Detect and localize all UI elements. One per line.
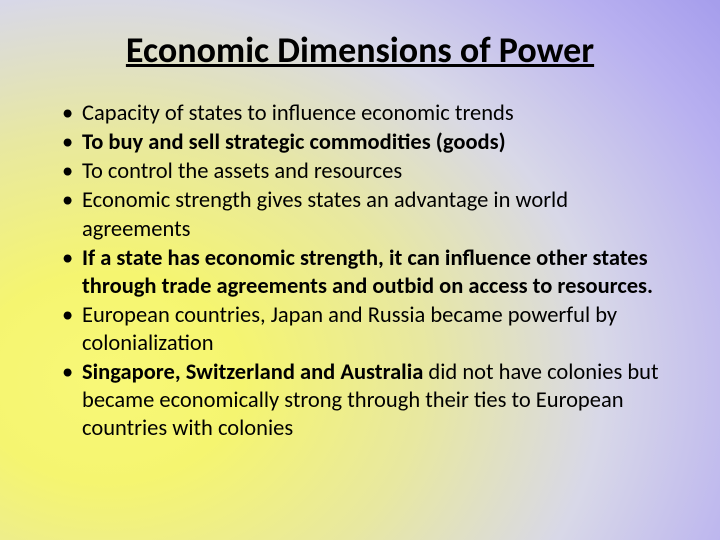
list-item: If a state has economic strength, it can…	[60, 245, 672, 301]
list-item-text: To buy and sell strategic commodities (g…	[82, 129, 506, 156]
list-item: Economic strength gives states an advant…	[60, 187, 672, 243]
list-item-text: If a state has economic strength, it can…	[82, 245, 653, 300]
list-item: To buy and sell strategic commodities (g…	[60, 129, 672, 157]
list-item: Capacity of states to influence economic…	[60, 100, 672, 128]
bullet-list: Capacity of states to influence economic…	[60, 100, 672, 444]
page-title: Economic Dimensions of Power	[48, 28, 672, 72]
list-item-text: European countries, Japan and Russia bec…	[82, 302, 617, 357]
list-item-text: Capacity of states to influence economic…	[82, 100, 514, 127]
list-item-text: To control the assets and resources	[82, 158, 402, 185]
list-item: European countries, Japan and Russia bec…	[60, 302, 672, 358]
list-item: Singapore, Switzerland and Australia did…	[60, 359, 672, 443]
list-item-text: Economic strength gives states an advant…	[82, 187, 568, 242]
list-item: To control the assets and resources	[60, 158, 672, 186]
list-item-text: Singapore, Switzerland and Australia	[82, 359, 428, 386]
